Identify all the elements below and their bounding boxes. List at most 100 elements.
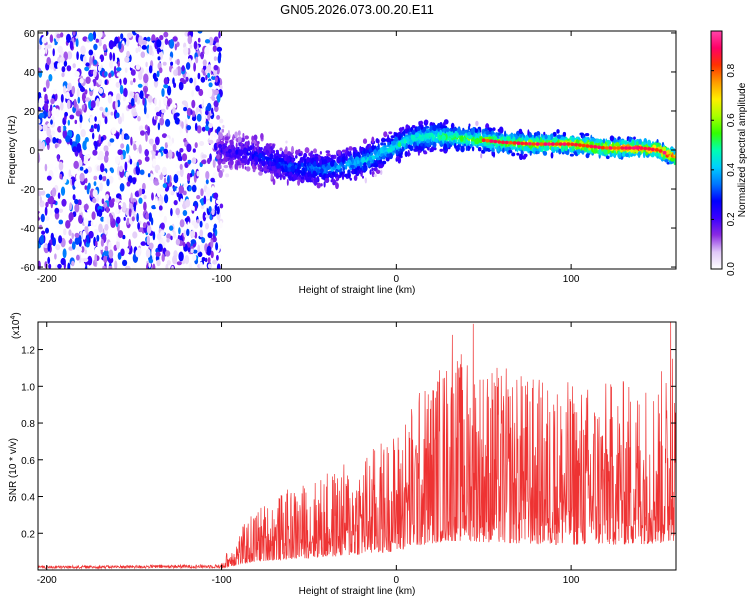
heatmap-cell: [527, 129, 530, 136]
heatmap-cell: [128, 208, 132, 218]
heatmap-cell: [130, 192, 133, 203]
heatmap-cell: [218, 143, 223, 149]
heatmap-cell: [554, 146, 557, 151]
y-scale-suffix: ): [11, 312, 22, 315]
heatmap-cell: [54, 207, 60, 214]
heatmap-cell: [76, 51, 79, 60]
heatmap-cell: [200, 188, 204, 197]
heatmap-cell: [104, 79, 108, 85]
heatmap-cell: [604, 146, 609, 150]
heatmap-cell: [63, 85, 66, 94]
heatmap-cell: [163, 97, 168, 105]
colorbar-tick-label: 0.6: [726, 113, 737, 127]
heatmap-cell: [82, 257, 89, 263]
heatmap-cell: [89, 128, 94, 133]
heatmap-cell: [157, 152, 162, 160]
heatmap-cell: [216, 263, 221, 269]
heatmap-cell: [108, 40, 114, 50]
heatmap-cell: [47, 110, 51, 118]
heatmap-cell: [202, 65, 207, 71]
heatmap-cell: [84, 177, 88, 184]
heatmap-cell: [189, 77, 194, 84]
heatmap-cell: [618, 151, 622, 155]
heatmap-cell: [380, 169, 383, 175]
heatmap-cell: [449, 132, 454, 136]
heatmap-cell: [341, 173, 345, 181]
heatmap-cell: [186, 228, 190, 237]
heatmap-cell: [49, 34, 54, 43]
heatmap-cell: [311, 177, 314, 181]
heatmap-cell: [662, 150, 667, 155]
heatmap-cell: [92, 132, 95, 140]
heatmap-cell: [75, 110, 82, 117]
heatmap-cell: [518, 128, 523, 134]
heatmap-cell: [356, 166, 360, 170]
heatmap-cell: [60, 257, 66, 266]
heatmap-cell: [257, 163, 260, 168]
heatmap-cell: [528, 132, 532, 139]
heatmap-cell: [508, 140, 513, 145]
heatmap-cell: [45, 227, 49, 234]
heatmap-cell: [192, 254, 197, 261]
heatmap-cell: [452, 127, 458, 131]
heatmap-cell: [205, 222, 209, 230]
heatmap-cell: [163, 148, 169, 154]
heatmap-cell: [107, 114, 113, 120]
heatmap-cell: [502, 136, 508, 142]
heatmap-cell: [133, 78, 136, 83]
heatmap-cell: [439, 148, 444, 152]
heatmap-cell: [61, 72, 65, 78]
heatmap-cell: [208, 206, 212, 213]
heatmap-cell: [140, 51, 146, 58]
heatmap-cell: [572, 147, 575, 151]
heatmap-cell: [394, 136, 399, 142]
heatmap-cell: [100, 216, 105, 222]
heatmap-cell: [137, 115, 141, 122]
heatmap-cell: [131, 216, 135, 222]
heatmap-cell: [624, 153, 630, 158]
heatmap-cell: [196, 195, 201, 200]
heatmap-cell: [432, 124, 437, 132]
heatmap-cell: [341, 149, 347, 153]
heatmap-cell: [268, 160, 272, 166]
heatmap-cell: [200, 204, 205, 210]
heatmap-cell: [234, 163, 237, 170]
heatmap-cell: [100, 239, 104, 247]
heatmap-cell: [607, 141, 610, 147]
heatmap-cell: [550, 146, 554, 152]
heatmap-cell: [491, 147, 495, 153]
heatmap-cell: [286, 156, 290, 164]
y-scale-prefix: (x10: [11, 319, 22, 339]
heatmap-cell: [323, 181, 326, 188]
heatmap-cell: [262, 152, 266, 156]
heatmap-cell: [342, 167, 346, 171]
heatmap-cell: [172, 230, 177, 239]
heatmap-cell: [439, 129, 443, 136]
heatmap-cell: [126, 50, 130, 58]
heatmap-cell: [392, 146, 395, 151]
heatmap-cell: [345, 162, 350, 166]
heatmap-cell: [103, 201, 108, 209]
heatmap-cell: [163, 215, 167, 224]
heatmap-cell: [166, 260, 171, 266]
heatmap-cell: [159, 117, 165, 126]
heatmap-cell: [120, 248, 125, 257]
heatmap-cell: [115, 198, 120, 203]
heatmap-cell: [241, 162, 245, 170]
heatmap-cell: [121, 202, 127, 212]
heatmap-cell: [497, 140, 502, 144]
heatmap-cell: [181, 31, 184, 37]
heatmap-cell: [94, 141, 98, 151]
heatmap-cell: [115, 208, 119, 214]
heatmap-cell: [425, 132, 430, 139]
heatmap-cell: [259, 163, 263, 170]
y-tick-label: 1.2: [21, 346, 35, 357]
heatmap-cell: [204, 257, 208, 263]
heatmap-cell: [106, 215, 111, 225]
heatmap-cell: [39, 234, 45, 245]
heatmap-cell: [462, 127, 465, 131]
heatmap-cell: [135, 64, 141, 70]
heatmap-cell: [154, 97, 157, 106]
y-tick-label: 0.6: [21, 456, 35, 467]
heatmap-cell: [196, 219, 200, 224]
